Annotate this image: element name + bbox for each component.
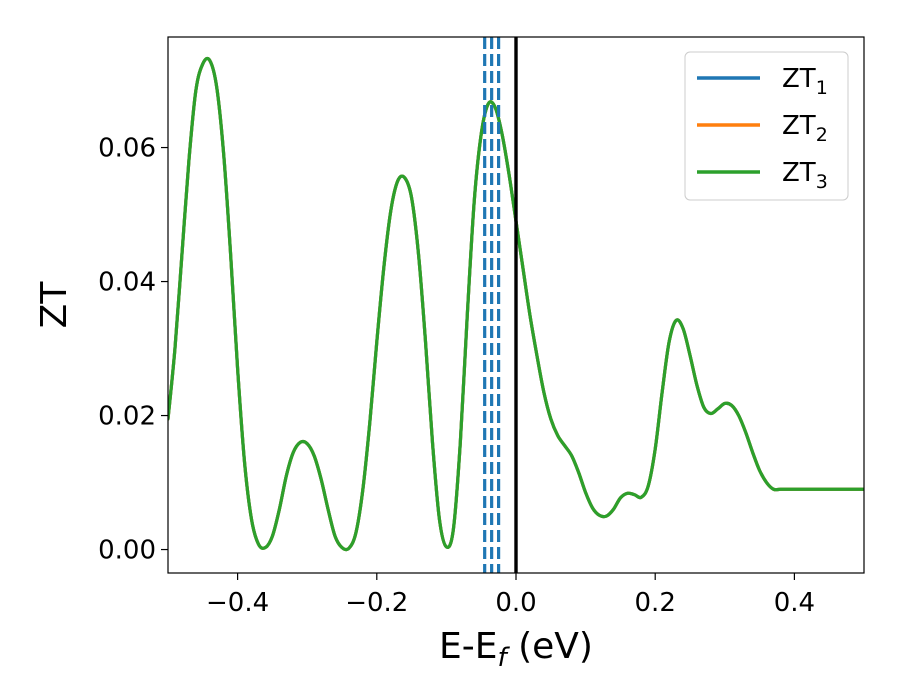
y-tick-label: 0.04	[98, 268, 156, 298]
x-axis-ticks: −0.4 −0.2 0.0 0.2 0.4	[206, 573, 815, 618]
legend-label-2: ZT2	[782, 111, 828, 146]
y-axis-title: ZT	[34, 281, 75, 329]
x-tick-label: −0.2	[345, 588, 408, 618]
y-tick-label: 0.00	[98, 536, 156, 566]
x-axis-title: E-Ef (eV)	[439, 626, 593, 673]
series-line-3	[168, 56, 864, 552]
vertical-lines	[483, 37, 518, 573]
legend: ZT1 ZT2 ZT3	[684, 51, 849, 201]
x-tick-label: 0.0	[495, 588, 536, 618]
y-axis-ticks: 0.00 0.02 0.04 0.06	[98, 134, 168, 566]
series-layer	[168, 56, 864, 552]
legend-box	[684, 51, 849, 201]
x-tick-label: −0.4	[206, 588, 269, 618]
y-tick-label: 0.06	[98, 134, 156, 164]
legend-label-1: ZT1	[782, 64, 828, 99]
x-tick-label: 0.4	[774, 588, 815, 618]
legend-label-3: ZT3	[782, 158, 828, 193]
x-tick-label: 0.2	[635, 588, 676, 618]
y-tick-label: 0.02	[98, 402, 156, 432]
